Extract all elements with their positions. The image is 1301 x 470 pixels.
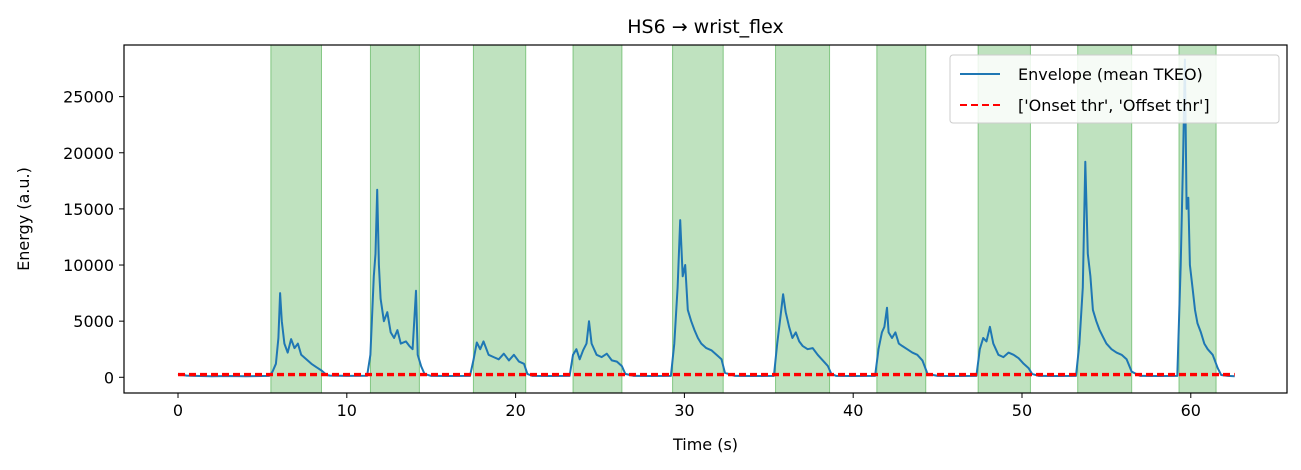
y-tick-label: 10000 [63,256,114,275]
x-tick-label: 50 [1012,401,1032,420]
y-axis-label: Energy (a.u.) [14,167,33,271]
x-tick-label: 40 [843,401,863,420]
active-span-3 [572,44,623,394]
y-tick-label: 0 [104,368,114,387]
x-tick-label: 0 [173,401,183,420]
y-tick-label: 25000 [63,88,114,107]
legend-box [949,54,1280,124]
y-tick-label: 5000 [73,312,114,331]
x-tick-label: 10 [337,401,357,420]
envelope-line [177,58,1235,378]
plot-frame [123,44,1288,394]
x-tick-label: 60 [1181,401,1201,420]
x-tick-label: 20 [505,401,525,420]
active-span-6 [876,44,927,394]
legend-entry-threshold: ['Onset thr', 'Offset thr'] [1018,96,1210,115]
y-tick-label: 15000 [63,200,114,219]
x-tick-label: 30 [674,401,694,420]
legend-entry-envelope: Envelope (mean TKEO) [1018,65,1203,84]
series-layer [177,58,1235,378]
ticks-layer: 0 10 20 30 40 50 60 0 5000 10000 15000 20000 25000 [63,88,1201,420]
active-span-4 [672,44,724,394]
chart-title: HS6 → wrist_flex [627,16,783,38]
y-tick-label: 20000 [63,144,114,163]
active-span-5 [775,44,831,394]
active-span-2 [472,44,527,394]
legend: Envelope (mean TKEO) ['Onset thr', 'Offs… [949,54,1280,124]
x-axis-label: Time (s) [672,435,738,454]
